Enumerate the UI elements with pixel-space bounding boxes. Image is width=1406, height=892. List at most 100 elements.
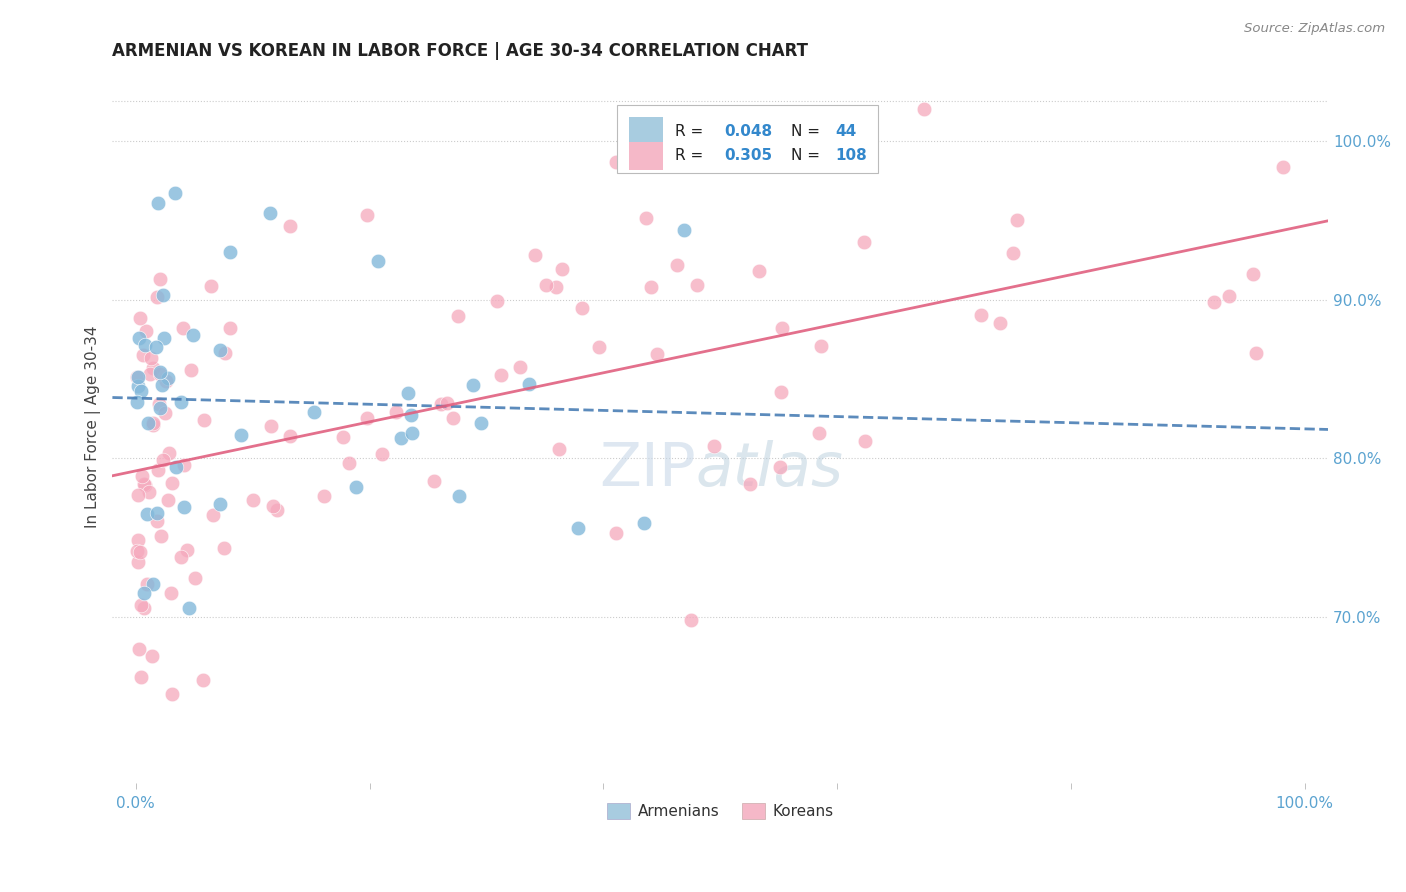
Point bbox=[127, 370, 149, 384]
Point bbox=[259, 205, 281, 219]
Point bbox=[139, 368, 162, 382]
Point bbox=[152, 288, 174, 302]
Point bbox=[280, 219, 302, 234]
Point bbox=[1202, 294, 1225, 309]
Point bbox=[193, 413, 215, 427]
Point bbox=[970, 308, 993, 322]
Point bbox=[141, 649, 163, 664]
Point bbox=[135, 577, 157, 591]
Point bbox=[389, 431, 412, 445]
Point bbox=[170, 549, 193, 564]
Text: ARMENIAN VS KOREAN IN LABOR FORCE | AGE 30-34 CORRELATION CHART: ARMENIAN VS KOREAN IN LABOR FORCE | AGE … bbox=[112, 42, 808, 60]
Point bbox=[134, 478, 156, 492]
Text: Source: ZipAtlas.com: Source: ZipAtlas.com bbox=[1244, 22, 1385, 36]
Point bbox=[314, 489, 336, 503]
Point bbox=[640, 279, 662, 293]
Point bbox=[128, 545, 150, 559]
Point bbox=[125, 395, 148, 409]
Point bbox=[142, 418, 165, 433]
Legend: Armenians, Koreans: Armenians, Koreans bbox=[600, 797, 839, 825]
Point bbox=[128, 642, 150, 657]
Point bbox=[160, 476, 183, 491]
Point bbox=[160, 586, 183, 600]
Point bbox=[209, 497, 232, 511]
Point bbox=[149, 401, 172, 415]
Point bbox=[810, 339, 832, 353]
Point bbox=[181, 328, 204, 343]
Point bbox=[686, 278, 709, 293]
Point bbox=[665, 258, 688, 272]
Point bbox=[157, 493, 180, 508]
Point bbox=[242, 493, 264, 508]
Point bbox=[548, 442, 571, 456]
Point bbox=[129, 384, 152, 399]
Point bbox=[278, 429, 301, 443]
Point bbox=[148, 397, 170, 411]
Point bbox=[571, 301, 593, 315]
Point bbox=[127, 533, 149, 548]
Point bbox=[486, 293, 509, 308]
Point bbox=[170, 395, 193, 409]
Point bbox=[1218, 289, 1240, 303]
Point bbox=[200, 279, 222, 293]
Point bbox=[131, 469, 153, 483]
Point bbox=[173, 500, 195, 515]
Point bbox=[633, 516, 655, 530]
Point bbox=[356, 208, 378, 222]
Point bbox=[509, 359, 531, 374]
Point bbox=[152, 452, 174, 467]
Point bbox=[149, 272, 172, 286]
Y-axis label: In Labor Force | Age 30-34: In Labor Force | Age 30-34 bbox=[86, 325, 101, 527]
Point bbox=[534, 277, 557, 292]
Point bbox=[135, 507, 157, 521]
Point bbox=[142, 577, 165, 591]
Point bbox=[385, 405, 408, 419]
Point bbox=[131, 670, 153, 684]
Point bbox=[517, 377, 540, 392]
Point bbox=[139, 351, 162, 365]
Point bbox=[672, 223, 695, 237]
Point bbox=[218, 245, 240, 260]
Point bbox=[155, 374, 177, 388]
Point bbox=[738, 477, 761, 491]
Point bbox=[430, 396, 453, 410]
FancyBboxPatch shape bbox=[628, 118, 664, 145]
Point bbox=[208, 343, 231, 358]
Point bbox=[371, 447, 394, 461]
Point bbox=[1007, 213, 1029, 227]
Point bbox=[551, 262, 574, 277]
Point bbox=[229, 428, 252, 442]
Point bbox=[441, 410, 464, 425]
Point bbox=[201, 508, 224, 523]
Point bbox=[146, 196, 169, 211]
Text: R =: R = bbox=[675, 148, 709, 163]
Point bbox=[463, 378, 485, 392]
Point bbox=[146, 506, 169, 520]
Point bbox=[605, 526, 627, 541]
Point bbox=[567, 521, 589, 535]
Text: N =: N = bbox=[790, 123, 825, 138]
Point bbox=[134, 601, 156, 615]
Point bbox=[546, 280, 568, 294]
Point bbox=[344, 480, 367, 494]
Point bbox=[770, 321, 793, 335]
Point bbox=[748, 264, 770, 278]
Point bbox=[157, 446, 180, 460]
Point bbox=[127, 543, 149, 558]
Point bbox=[150, 378, 173, 392]
Point bbox=[146, 463, 169, 477]
Point bbox=[184, 570, 207, 584]
FancyBboxPatch shape bbox=[628, 143, 664, 169]
Point bbox=[152, 331, 174, 345]
Text: N =: N = bbox=[790, 148, 825, 163]
Point bbox=[156, 370, 179, 384]
Point bbox=[423, 474, 446, 488]
Point bbox=[173, 458, 195, 472]
Point bbox=[470, 417, 492, 431]
Point bbox=[129, 598, 152, 612]
Point bbox=[808, 426, 831, 441]
Point bbox=[127, 379, 149, 393]
Point bbox=[127, 488, 149, 502]
Point bbox=[146, 515, 169, 529]
Point bbox=[988, 316, 1011, 330]
